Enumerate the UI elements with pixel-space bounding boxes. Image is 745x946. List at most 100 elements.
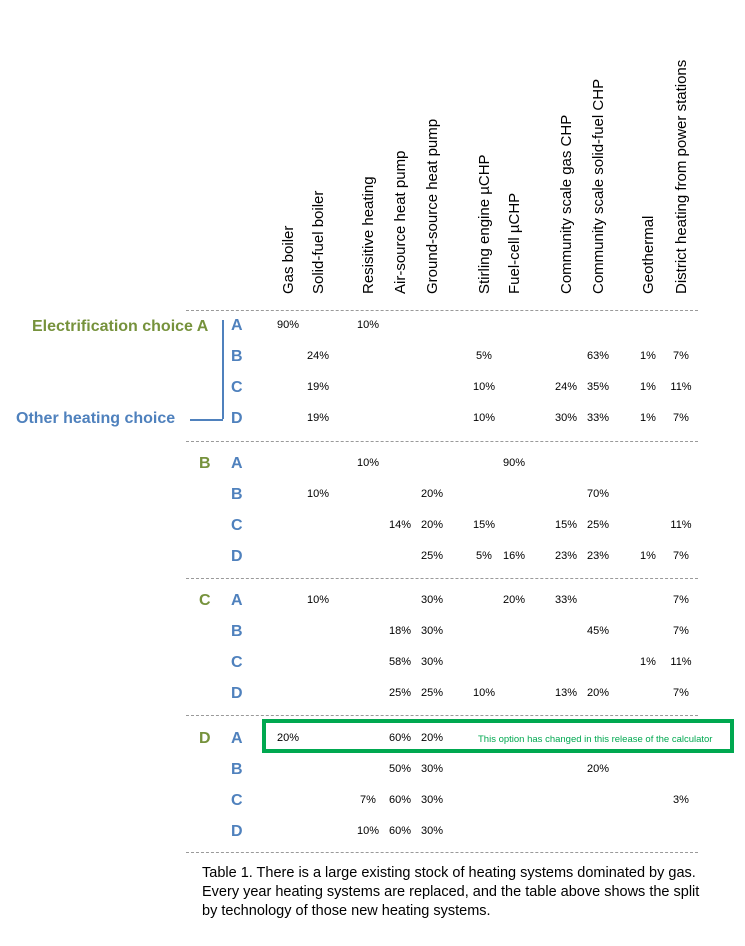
table-cell: 10% <box>472 412 496 424</box>
table-cell: 5% <box>476 550 492 562</box>
table-cell: 20% <box>420 519 444 531</box>
table-cell: 60% <box>388 825 412 837</box>
table-cell: 10% <box>306 594 330 606</box>
table-cell: 25% <box>420 550 444 562</box>
table-cell: 25% <box>586 519 610 531</box>
other-heating-choice-letter: C <box>231 379 243 396</box>
table-cell: 1% <box>640 550 656 562</box>
table-cell: 30% <box>420 794 444 806</box>
table-cell: 23% <box>586 550 610 562</box>
other-heating-choice-letter: B <box>231 348 243 365</box>
table-cell: 20% <box>276 732 300 744</box>
table-cell: 30% <box>420 594 444 606</box>
table-cell: 7% <box>673 687 689 699</box>
table-cell: 45% <box>586 625 610 637</box>
table-cell: 7% <box>673 594 689 606</box>
other-heating-choice-letter: B <box>231 623 243 640</box>
divider-line <box>186 310 698 311</box>
table-cell: 15% <box>472 519 496 531</box>
other-heating-choice-letter: D <box>231 823 243 840</box>
table-cell: 10% <box>472 687 496 699</box>
table-cell: 90% <box>502 457 526 469</box>
table-cell: 15% <box>554 519 578 531</box>
table-cell: 7% <box>673 625 689 637</box>
table-cell: 10% <box>472 381 496 393</box>
table-cell: 70% <box>586 488 610 500</box>
column-header: District heating from power stations <box>673 59 690 294</box>
table-cell: 20% <box>420 732 444 744</box>
table-cell: 30% <box>420 625 444 637</box>
table-cell: 20% <box>586 687 610 699</box>
table-cell: 3% <box>673 794 689 806</box>
electrification-choice-label: Electrification choice A <box>32 318 209 335</box>
table-cell: 60% <box>388 794 412 806</box>
other-heating-choice-letter: A <box>231 730 243 747</box>
column-header: Air-source heat pump <box>392 150 409 294</box>
table-cell: 5% <box>476 350 492 362</box>
column-header: Community scale gas CHP <box>558 114 575 294</box>
table-cell: 11% <box>670 519 692 531</box>
table-cell: 19% <box>306 381 330 393</box>
table-cell: 24% <box>306 350 330 362</box>
other-heating-choice-letter: B <box>231 761 243 778</box>
electrification-choice-letter: D <box>199 730 211 747</box>
table-cell: 1% <box>640 412 656 424</box>
table-cell: 14% <box>388 519 412 531</box>
table-cell: 20% <box>502 594 526 606</box>
table-cell: 25% <box>388 687 412 699</box>
table-cell: 58% <box>388 656 412 668</box>
column-header: Stirling engine µCHP <box>476 154 493 294</box>
column-header: Community scale solid-fuel CHP <box>590 78 607 294</box>
table-cell: 18% <box>388 625 412 637</box>
other-heating-choice-letter: A <box>231 455 243 472</box>
divider-line <box>186 852 698 853</box>
other-heating-choice-letter: C <box>231 654 243 671</box>
table-cell: 33% <box>586 412 610 424</box>
table-cell: 1% <box>640 656 656 668</box>
other-heating-choice-letter: D <box>231 548 243 565</box>
table-caption: Table 1. There is a large existing stock… <box>202 865 700 919</box>
table-cell: 10% <box>356 457 380 469</box>
table-cell: 30% <box>420 763 444 775</box>
column-header: Ground-source heat pump <box>424 118 441 294</box>
divider-line <box>186 578 698 579</box>
table-cell: 16% <box>502 550 526 562</box>
electrification-choice-letter: B <box>199 455 211 472</box>
table-cell: 10% <box>306 488 330 500</box>
other-heating-choice-letter: A <box>231 317 243 334</box>
electrification-choice-letter: C <box>199 592 211 609</box>
table-cell: 10% <box>356 319 380 331</box>
table-cell: 20% <box>420 488 444 500</box>
other-heating-choice-letter: D <box>231 685 243 702</box>
column-header: Fuel-cell µCHP <box>506 192 523 294</box>
divider-line <box>186 715 698 716</box>
table-cell: 19% <box>306 412 330 424</box>
table-cell: 13% <box>554 687 578 699</box>
changed-option-note: This option has changed in this release … <box>478 734 713 745</box>
table-cell: 30% <box>420 656 444 668</box>
table-cell: 7% <box>673 350 689 362</box>
other-heating-choice-letter: C <box>231 517 243 534</box>
table-cell: 11% <box>670 656 692 668</box>
table-cell: 23% <box>554 550 578 562</box>
table-cell: 1% <box>640 381 656 393</box>
other-heating-choice-letter: C <box>231 792 243 809</box>
other-heating-choice-letter: D <box>231 410 243 427</box>
table-cell: 30% <box>554 412 578 424</box>
table-cell: 30% <box>420 825 444 837</box>
table-cell: 90% <box>276 319 300 331</box>
table-cell: 7% <box>673 550 689 562</box>
table-cell: 60% <box>388 732 412 744</box>
other-heating-choice-label: Other heating choice <box>16 410 176 427</box>
table-cell: 25% <box>420 687 444 699</box>
column-header: Solid-fuel boiler <box>310 190 327 294</box>
table-cell: 63% <box>586 350 610 362</box>
column-header: Gas boiler <box>280 225 297 294</box>
table-cell: 20% <box>586 763 610 775</box>
other-heating-choice-letter: A <box>231 592 243 609</box>
table-cell: 33% <box>554 594 578 606</box>
table-cell: 50% <box>388 763 412 775</box>
table-cell: 7% <box>673 412 689 424</box>
changed-option-highlight-box <box>262 719 734 753</box>
